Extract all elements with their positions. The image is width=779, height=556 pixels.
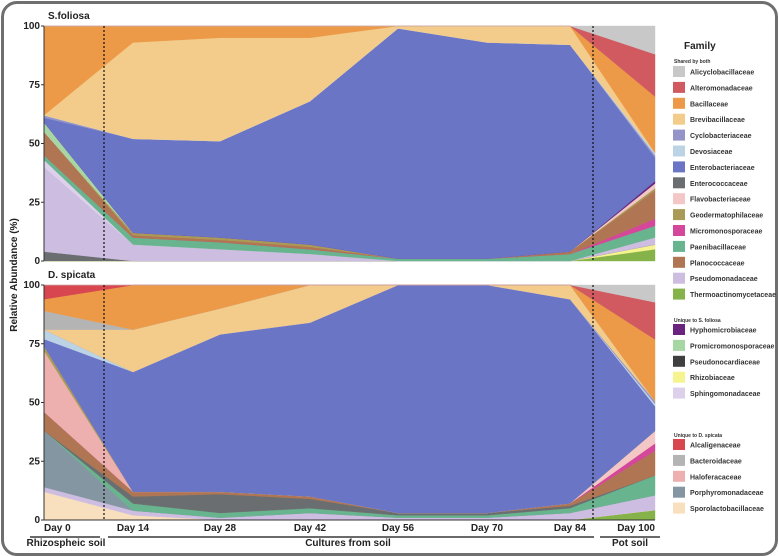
legend-swatch-pseudomonadaceae (673, 272, 685, 284)
legend-label-rhizobiaceae: Rhizobiaceae (690, 375, 735, 382)
group-label: Cultures from soil (305, 538, 391, 549)
legend-swatch-cyclobacteriaceae (673, 129, 685, 141)
y-tick-label: 75 (29, 80, 41, 91)
legend-label-brevibacillaceae: Brevibacillaceae (690, 117, 745, 124)
legend-swatch-alcaligenaceae (673, 439, 685, 450)
x-tick-label: Day 28 (204, 523, 237, 534)
panel-s-foliosa: 0 25 50 75 100 S.foliosa (23, 11, 656, 267)
x-tick-label: Day 84 (554, 523, 587, 534)
legend-swatch-brevibacillaceae (673, 113, 685, 125)
legend-label-haloferacaceae: Haloferacaceae (690, 474, 741, 481)
legend-label-thermoactinomycetaceae: Thermoactinomycetaceae (690, 292, 776, 299)
legend-swatch-flavobacteriaceae (673, 193, 685, 205)
legend-section-header: Unique to S. foliosa (674, 318, 721, 324)
legend-title: Family (684, 41, 716, 52)
legend-label-planococcaceae: Planococcaceae (690, 260, 745, 267)
legend-label-bacillaceae: Bacillaceae (690, 101, 728, 108)
legend-swatch-devosiaceae (673, 145, 685, 157)
legend-label-sporolactobacillaceae: Sporolactobacillaceae (690, 506, 764, 513)
legend-label-flavobacteriaceae: Flavobacteriaceae (690, 197, 751, 204)
legend-swatch-enterococcaceae (673, 177, 685, 189)
legend-label-micromonosporaceae: Micromonosporaceae (690, 229, 762, 236)
area-series-alicyclobacillaceae (44, 284, 656, 303)
legend-label-enterococcaceae: Enterococcaceae (690, 181, 748, 188)
legend-label-pseudonocardiaceae: Pseudonocardiaceae (690, 359, 760, 366)
legend-swatch-rhizobiaceae (673, 371, 685, 383)
x-tick-label: Day 0 (44, 523, 71, 534)
legend-swatch-micromonosporaceae (673, 225, 685, 236)
legend-label-paenibacillaceae: Paenibacillaceae (690, 244, 746, 251)
area-series-alicyclobacillaceae (44, 25, 656, 55)
legend-swatch-geodermatophilaceae (673, 209, 685, 221)
legend-label-alicyclobacillaceae: Alicyclobacillaceae (690, 70, 754, 77)
legend-label-sphingomonadaceae: Sphingomonadaceae (690, 391, 761, 398)
y-tick-label: 25 (29, 197, 41, 208)
legend-swatch-bacteroidaceae (673, 454, 685, 466)
y-tick-label: 75 (29, 339, 41, 350)
legend-label-bacteroidaceae: Bacteroidaceae (690, 458, 742, 465)
legend-label-pseudomonadaceae: Pseudomonadaceae (690, 276, 758, 283)
legend-swatch-porphyromonadaceae (673, 486, 685, 498)
legend-label-enterobacteriaceae: Enterobacteriaceae (690, 165, 755, 172)
panel-title: S.foliosa (48, 11, 90, 22)
x-tick-label: Day 14 (117, 523, 150, 534)
y-tick-label: 50 (29, 398, 41, 409)
x-tick-label: Day 70 (471, 523, 504, 534)
legend-swatch-haloferacaceae (673, 470, 685, 482)
legend-label-porphyromonadaceae: Porphyromonadaceae (690, 490, 764, 497)
panel-d-spicata: 0 25 50 75 100 D. spicata (23, 270, 656, 526)
legend-swatch-planococcaceae (673, 256, 685, 268)
legend-swatch-sporolactobacillaceae (673, 502, 685, 514)
y-tick-label: 50 (29, 139, 41, 150)
legend-label-promicromonosporaceae: Promicromonosporaceae (690, 343, 775, 350)
legend-swatch-enterobacteriaceae (673, 161, 685, 173)
legend-label-cyclobacteriaceae: Cyclobacteriaceae (690, 133, 752, 140)
y-tick-label: 0 (34, 256, 40, 267)
legend-swatch-alteromonadaceae (673, 81, 685, 93)
legend-swatch-pseudonocardiaceae (673, 355, 685, 367)
legend-swatch-hyphomicrobiaceae (673, 324, 685, 335)
x-tick-label: Day 42 (294, 523, 327, 534)
y-tick-label: 0 (34, 515, 40, 526)
y-tick-label: 100 (23, 280, 40, 291)
legend-section-header: Unique to D. spicata (674, 433, 722, 439)
legend-label-hyphomicrobiaceae: Hyphomicrobiaceae (690, 328, 757, 335)
x-tick-label: Day 56 (382, 523, 415, 534)
legend-label-devosiaceae: Devosiaceae (690, 149, 733, 156)
legend-swatch-paenibacillaceae (673, 240, 685, 252)
legend-label-geodermatophilaceae: Geodermatophilaceae (690, 213, 763, 220)
legend-swatch-alicyclobacillaceae (673, 66, 685, 77)
legend-label-alcaligenaceae: Alcaligenaceae (690, 443, 741, 450)
group-label: Pot soil (612, 538, 648, 549)
y-tick-label: 25 (29, 456, 41, 467)
legend-section-header: Shared by both (674, 59, 710, 65)
y-tick-label: 100 (23, 21, 40, 32)
legend-swatch-promicromonosporaceae (673, 339, 685, 351)
legend-swatch-bacillaceae (673, 97, 685, 109)
x-tick-label: Day 100 (617, 523, 655, 534)
legend-swatch-thermoactinomycetaceae (673, 288, 685, 300)
legend-swatch-sphingomonadaceae (673, 387, 685, 399)
panel-title: D. spicata (48, 270, 96, 281)
group-label: Rhizospheic soil (27, 538, 106, 549)
legend-label-alteromonadaceae: Alteromonadaceae (690, 85, 753, 92)
y-axis-label: Relative Abundance (%) (9, 218, 20, 332)
